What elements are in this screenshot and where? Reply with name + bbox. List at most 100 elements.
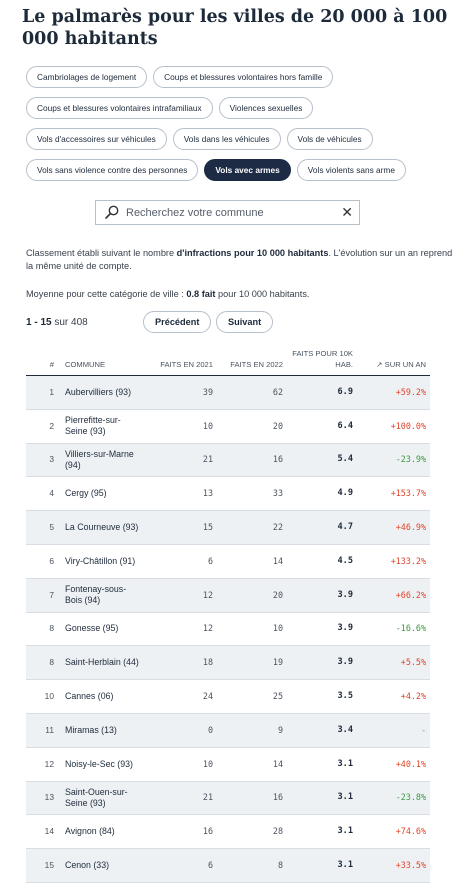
header-facts-per-10k[interactable]: Faits pour 10k hab.	[286, 348, 356, 376]
filter-row: Vols d'accessoires sur véhicules Vols dan…	[26, 128, 446, 150]
cell-rank: 7	[26, 578, 62, 613]
cell-rank: 4	[26, 476, 62, 512]
cell-rank: 10	[26, 679, 62, 714]
cell-rank: 13	[26, 781, 62, 816]
cell-facts-2022: 20	[216, 409, 286, 444]
cell-facts-2021: 10	[146, 409, 216, 444]
cell-facts-per-10k: 6.9	[286, 375, 356, 410]
table-row: 8 Gonesse (95) 12 10 3.9 -16.6%	[26, 612, 430, 647]
cell-facts-2022: 22	[216, 510, 286, 545]
filter-pill[interactable]: Vols violents sans arme	[296, 159, 406, 181]
next-page-button[interactable]: Suivant	[216, 311, 274, 333]
cell-yearly-change: +33.5%	[356, 848, 430, 883]
cell-yearly-change: +59.2%	[356, 375, 430, 410]
cell-facts-per-10k: 6.4	[286, 409, 356, 444]
cell-facts-per-10k: 3.5	[286, 679, 356, 714]
cell-commune: Miramas (13)	[62, 713, 146, 748]
header-facts-2022[interactable]: Faits en 2022	[216, 348, 286, 376]
cell-rank: 6	[26, 544, 62, 579]
cell-facts-2022: 9	[216, 713, 286, 748]
header-commune[interactable]: Commune	[62, 348, 146, 376]
average-value: 0.8 fait	[186, 289, 216, 299]
cell-yearly-change: +5.5%	[356, 645, 430, 681]
filter-pill[interactable]: Vols de véhicules	[286, 128, 373, 150]
header-facts-2021[interactable]: Faits en 2021	[146, 348, 216, 376]
description-emphasis: d'infractions pour 10 000 habitants	[176, 248, 329, 258]
previous-page-button[interactable]: Précédent	[143, 311, 212, 333]
page-title: Le palmarès pour les villes de 20 000 à …	[22, 7, 448, 49]
table-row: 13 Saint-Ouen-sur-Seine (93) 21 16 3.1 -23.8%	[26, 781, 430, 816]
filter-pill[interactable]: Cambriolages de logement	[26, 66, 148, 88]
cell-commune: Aubervilliers (93)	[62, 375, 146, 410]
cell-facts-per-10k: 3.9	[286, 645, 356, 681]
filter-pill[interactable]: Violences sexuelles	[218, 97, 314, 119]
cell-facts-2021: 6	[146, 848, 216, 883]
cell-rank: 1	[26, 375, 62, 410]
filter-pill-active[interactable]: Vols avec armes	[204, 159, 291, 181]
cell-commune: Avignon (84)	[62, 814, 146, 850]
cell-facts-2021: 24	[146, 679, 216, 714]
result-count: 1 - 15 sur 408	[26, 316, 88, 329]
header-rank: #	[26, 348, 62, 376]
filter-pill[interactable]: Coups et blessures volontaires intrafami…	[26, 97, 213, 119]
category-average: Moyenne pour cette catégorie de ville : …	[26, 288, 456, 301]
cell-facts-per-10k: 3.9	[286, 578, 356, 613]
cell-commune: Cannes (06)	[62, 679, 146, 714]
filter-pill[interactable]: Vols d'accessoires sur véhicules	[26, 128, 167, 150]
filter-pill[interactable]: Coups et blessures volontaires hors fami…	[153, 66, 334, 88]
search-input[interactable]	[126, 204, 331, 221]
cell-rank: 8	[26, 645, 62, 681]
cell-yearly-change: +40.1%	[356, 747, 430, 782]
cell-commune: Gonesse (95)	[62, 612, 146, 647]
cell-facts-2022: 28	[216, 814, 286, 850]
average-text-end: pour 10 000 habitants.	[215, 289, 310, 299]
cell-yearly-change: -23.9%	[356, 443, 430, 478]
filter-pill[interactable]: Vols sans violence contre des personnes	[26, 159, 199, 181]
cell-facts-2021: 21	[146, 443, 216, 478]
cell-yearly-change: -16.6%	[356, 612, 430, 647]
table-header-row: # Commune Faits en 2021 Faits en 2022 Fa…	[26, 348, 430, 376]
result-word: sur	[51, 317, 72, 328]
cell-rank: 8	[26, 612, 62, 647]
cell-rank: 14	[26, 814, 62, 850]
cell-facts-per-10k: 3.1	[286, 814, 356, 850]
cell-rank: 5	[26, 510, 62, 545]
cell-facts-per-10k: 4.9	[286, 476, 356, 512]
table-row: 5 La Courneuve (93) 15 22 4.7 +46.9%	[26, 510, 430, 545]
table-row: 3 Villiers-sur-Marne (94) 21 16 5.4 -23.9%	[26, 443, 430, 478]
cell-facts-per-10k: 5.4	[286, 443, 356, 478]
cell-yearly-change: +153.7%	[356, 476, 430, 512]
cell-yearly-change: +133.2%	[356, 544, 430, 579]
cell-rank: 3	[26, 443, 62, 478]
table-row: 14 Avignon (84) 16 28 3.1 +74.6%	[26, 814, 430, 850]
filter-pill[interactable]: Vols dans les véhicules	[172, 128, 281, 150]
cell-facts-per-10k: 3.1	[286, 848, 356, 883]
filter-row: Cambriolages de logement Coups et blessur…	[26, 66, 446, 88]
cell-commune: Villiers-sur-Marne (94)	[62, 443, 146, 478]
cell-facts-2022: 16	[216, 781, 286, 816]
result-total: 408	[71, 317, 88, 328]
commune-search: ✕	[95, 200, 360, 225]
search-icon	[105, 205, 119, 219]
clear-icon[interactable]: ✕	[341, 204, 353, 220]
cell-yearly-change: -23.8%	[356, 781, 430, 816]
cell-facts-per-10k: 4.5	[286, 544, 356, 579]
cell-facts-2021: 6	[146, 544, 216, 579]
cell-facts-2021: 12	[146, 612, 216, 647]
filter-row: Vols sans violence contre des personnes V…	[26, 159, 446, 181]
cell-commune: La Courneuve (93)	[62, 510, 146, 545]
cell-facts-2022: 10	[216, 612, 286, 647]
cell-yearly-change: +74.6%	[356, 814, 430, 850]
table-row: 1 Aubervilliers (93) 39 62 6.9 +59.2%	[26, 375, 430, 410]
table-row: 6 Viry-Châtillon (91) 6 14 4.5 +133.2%	[26, 544, 430, 579]
table-row: 10 Cannes (06) 24 25 3.5 +4.2%	[26, 679, 430, 714]
table-row: 15 Cenon (33) 6 8 3.1 +33.5%	[26, 848, 430, 883]
cell-facts-2022: 62	[216, 375, 286, 410]
cell-commune: Cergy (95)	[62, 476, 146, 512]
cell-facts-2021: 10	[146, 747, 216, 782]
table-row: 4 Cergy (95) 13 33 4.9 +153.7%	[26, 476, 430, 512]
cell-commune: Saint-Ouen-sur-Seine (93)	[62, 781, 146, 816]
header-yearly-change[interactable]: ↗ Sur un an	[356, 348, 430, 376]
cell-facts-2022: 25	[216, 679, 286, 714]
cell-facts-2021: 39	[146, 375, 216, 410]
